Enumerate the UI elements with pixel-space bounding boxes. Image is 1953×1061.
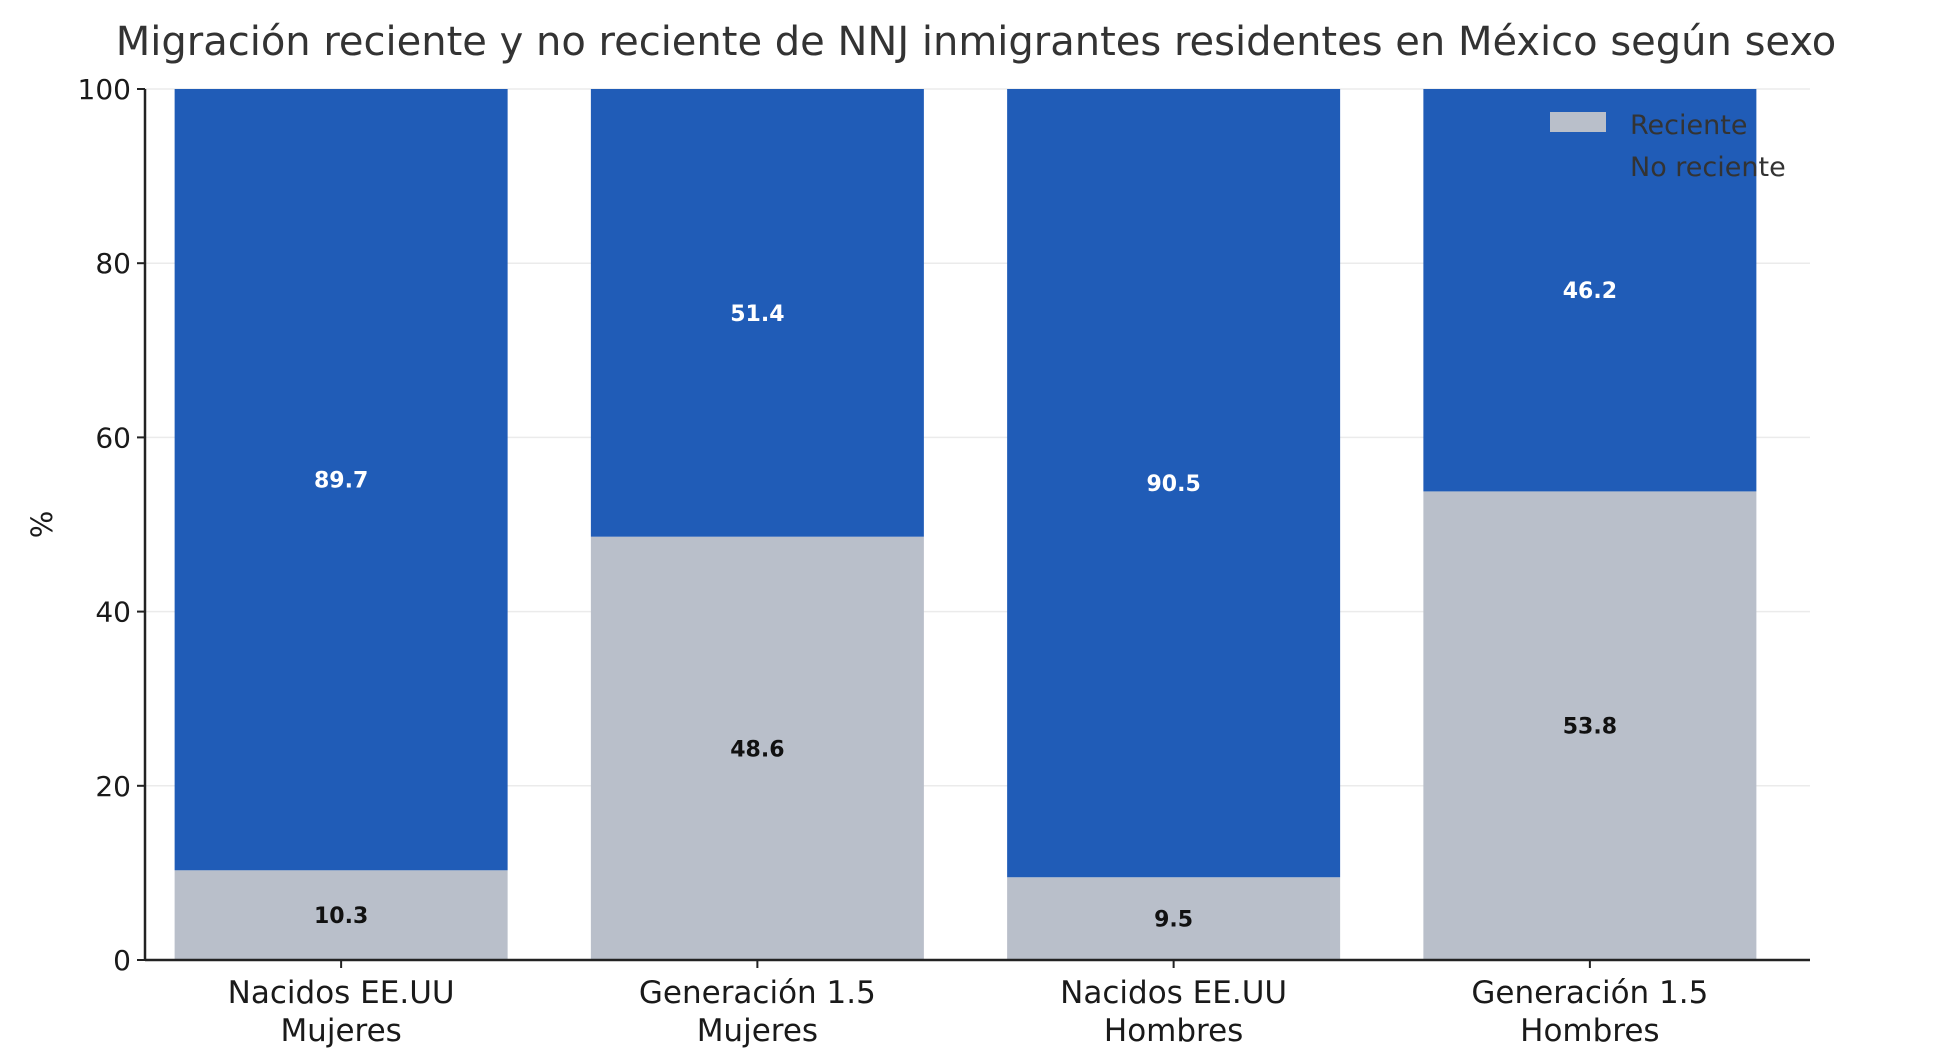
legend-label: Reciente: [1630, 110, 1747, 141]
legend-label: No reciente: [1630, 152, 1786, 183]
bar-reciente: [1423, 491, 1757, 960]
data-label: 9.5: [1154, 908, 1193, 933]
bar-reciente: [590, 536, 924, 960]
data-label: 48.6: [730, 737, 784, 762]
y-tick-label: 40: [95, 596, 131, 629]
bar-no-reciente: [174, 89, 508, 871]
bar-no-reciente: [590, 89, 924, 537]
data-label: 89.7: [314, 469, 368, 494]
y-tick-label: 60: [95, 421, 131, 454]
axes: [143, 89, 1810, 962]
bars: 10.3 89.7 48.6 51.4 9.5 90.5 53.8 46.2: [174, 89, 1757, 960]
data-label: 51.4: [730, 302, 784, 327]
y-tick-label: 80: [95, 247, 131, 280]
data-label: 46.2: [1563, 279, 1617, 304]
y-ticks: 0 20 40 60 80 100: [78, 73, 145, 977]
data-label: 90.5: [1146, 472, 1200, 497]
x-tick-label: Mujeres: [280, 1013, 401, 1049]
legend: Reciente No reciente: [1550, 110, 1786, 183]
bar-reciente: [174, 870, 508, 960]
chart-title: Migración reciente y no reciente de NNJ …: [116, 19, 1837, 65]
y-tick-label: 0: [113, 944, 131, 977]
data-label: 10.3: [314, 904, 368, 929]
data-label: 53.8: [1563, 715, 1617, 740]
x-tick-label: Hombres: [1104, 1013, 1243, 1049]
x-tick-label: Nacidos EE.UU: [228, 975, 455, 1011]
y-axis-label: %: [25, 511, 59, 539]
legend-swatch: [1550, 154, 1606, 174]
bar-reciente: [1007, 877, 1341, 960]
x-tick-label: Hombres: [1520, 1013, 1659, 1049]
legend-swatch: [1550, 112, 1606, 132]
x-tick-label: Generación 1.5: [639, 975, 876, 1011]
bar-no-reciente: [1007, 89, 1341, 878]
x-tick-label: Nacidos EE.UU: [1060, 975, 1287, 1011]
x-tick-label: Mujeres: [697, 1013, 818, 1049]
y-tick-label: 20: [95, 770, 131, 803]
x-tick-label: Generación 1.5: [1471, 975, 1708, 1011]
y-tick-label: 100: [78, 73, 131, 106]
